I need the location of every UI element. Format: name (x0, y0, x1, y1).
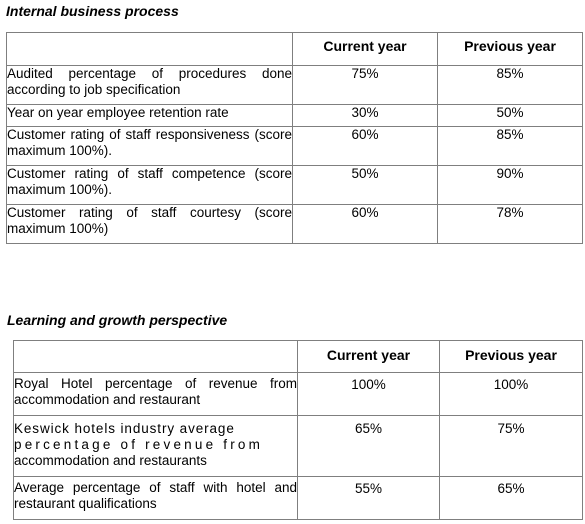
previous-year-value: 90% (437, 165, 583, 205)
current-year-value: 60% (292, 204, 438, 244)
header-current-year: Current year (292, 32, 438, 66)
measure-line: percentage of revenue from (14, 437, 264, 452)
table-row: Customer rating of staff responsiveness … (6, 126, 583, 166)
table-row: Audited percentage of procedures done ac… (6, 65, 583, 105)
header-blank (13, 340, 298, 373)
header-blank (6, 32, 293, 66)
table-row: Average percentage of staff with hotel a… (13, 476, 583, 520)
header-previous-year: Previous year (437, 32, 583, 66)
measure-cell: Customer rating of staff responsiveness … (6, 126, 293, 166)
current-year-value: 100% (297, 372, 440, 416)
table-row: Keswick hotels industry average percenta… (13, 415, 583, 477)
current-year-value: 50% (292, 165, 438, 205)
measure-line: accommodation and restaurants (14, 453, 207, 468)
measure-line: Keswick hotels industry average (14, 421, 235, 436)
previous-year-value: 50% (437, 104, 583, 127)
measure-cell: Keswick hotels industry average percenta… (13, 415, 298, 477)
current-year-value: 60% (292, 126, 438, 166)
measure-cell: Customer rating of staff competence (sco… (6, 165, 293, 205)
table-row: Customer rating of staff courtesy (score… (6, 204, 583, 244)
previous-year-value: 85% (437, 126, 583, 166)
current-year-value: 55% (297, 476, 440, 520)
learning-and-growth-table: Current year Previous year Royal Hotel p… (13, 340, 583, 520)
previous-year-value: 65% (439, 476, 583, 520)
measure-cell: Audited percentage of procedures done ac… (6, 65, 293, 105)
measure-cell: Customer rating of staff courtesy (score… (6, 204, 293, 244)
measure-cell: Year on year employee retention rate (6, 104, 293, 127)
table-header-row: Current year Previous year (13, 340, 583, 373)
table-row: Royal Hotel percentage of revenue from a… (13, 372, 583, 416)
measure-cell: Royal Hotel percentage of revenue from a… (13, 372, 298, 416)
section-title-internal-business-process: Internal business process (6, 3, 179, 19)
header-previous-year: Previous year (439, 340, 583, 373)
table-row: Customer rating of staff competence (sco… (6, 165, 583, 205)
internal-business-process-table: Current year Previous year Audited perce… (6, 32, 583, 244)
previous-year-value: 78% (437, 204, 583, 244)
measure-cell: Average percentage of staff with hotel a… (13, 476, 298, 520)
previous-year-value: 100% (439, 372, 583, 416)
section-title-learning-and-growth: Learning and growth perspective (7, 312, 228, 328)
current-year-value: 65% (297, 415, 440, 477)
header-current-year: Current year (297, 340, 440, 373)
current-year-value: 75% (292, 65, 438, 105)
previous-year-value: 75% (439, 415, 583, 477)
current-year-value: 30% (292, 104, 438, 127)
previous-year-value: 85% (437, 65, 583, 105)
table-header-row: Current year Previous year (6, 32, 583, 66)
table-row: Year on year employee retention rate 30%… (6, 104, 583, 127)
